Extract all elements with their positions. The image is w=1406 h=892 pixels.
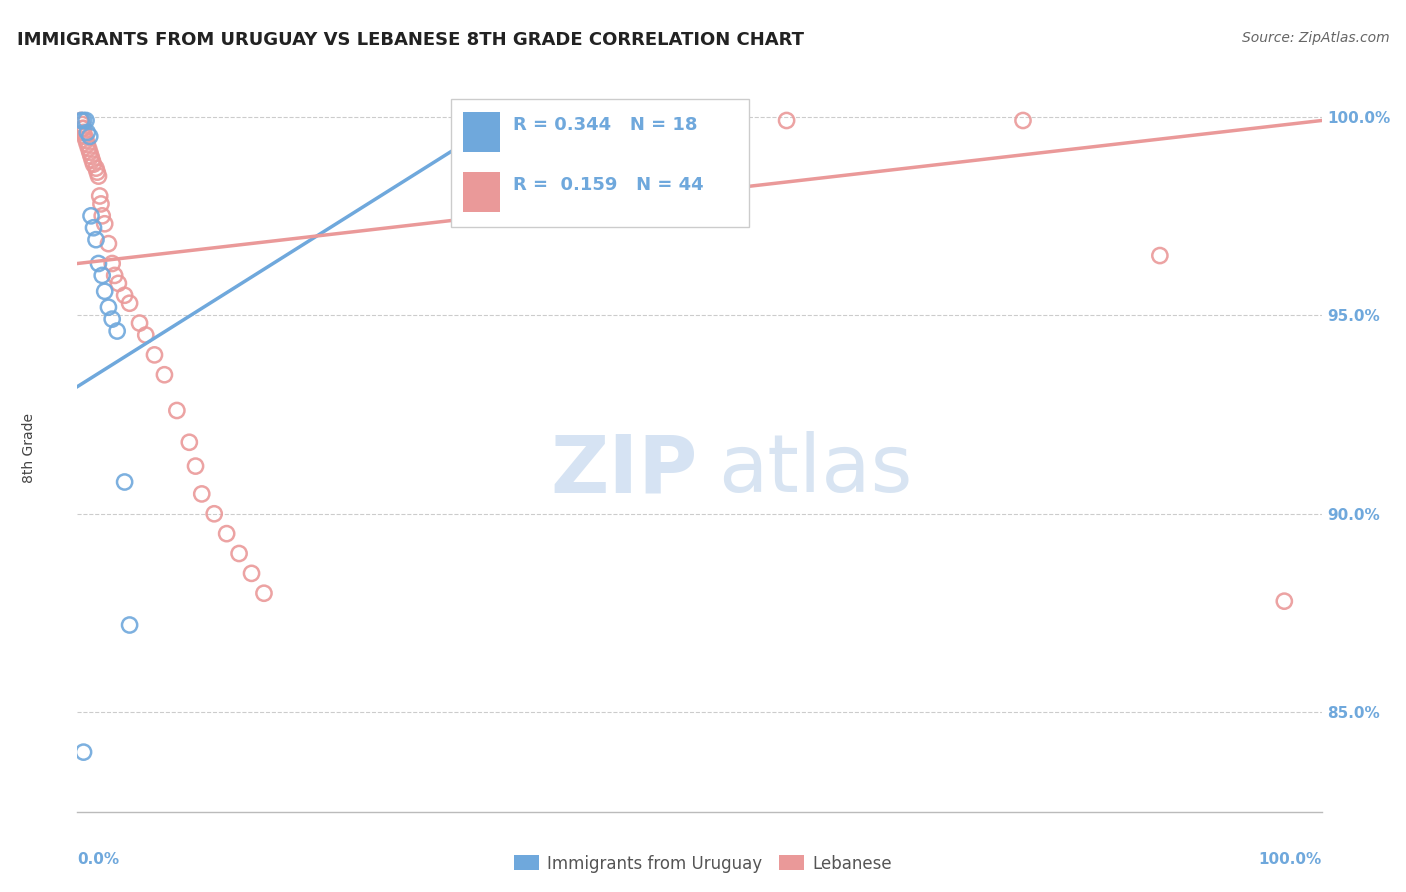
- Point: [489, 113, 512, 128]
- Point: [179, 435, 201, 450]
- FancyBboxPatch shape: [451, 99, 749, 227]
- Point: [87, 169, 110, 183]
- Point: [166, 403, 188, 417]
- Point: [80, 209, 103, 223]
- Point: [72, 118, 94, 132]
- Point: [91, 268, 114, 283]
- Point: [86, 165, 108, 179]
- Text: R = 0.344   N = 18: R = 0.344 N = 18: [513, 116, 697, 134]
- Point: [72, 113, 94, 128]
- Point: [91, 209, 114, 223]
- Point: [79, 129, 101, 144]
- Point: [80, 149, 103, 163]
- Point: [104, 268, 127, 283]
- Point: [114, 288, 136, 302]
- Point: [97, 300, 120, 314]
- Point: [143, 348, 166, 362]
- Point: [1012, 113, 1035, 128]
- Text: 100.0%: 100.0%: [1258, 852, 1322, 867]
- Point: [101, 312, 124, 326]
- Point: [75, 113, 97, 128]
- Point: [72, 125, 94, 139]
- Text: 8th Grade: 8th Grade: [22, 413, 37, 483]
- Point: [107, 277, 129, 291]
- Point: [128, 316, 150, 330]
- Bar: [463, 112, 501, 152]
- Point: [538, 113, 561, 128]
- Point: [105, 324, 128, 338]
- Point: [97, 236, 120, 251]
- Point: [93, 285, 115, 299]
- Point: [70, 113, 93, 128]
- Text: atlas: atlas: [718, 431, 912, 509]
- Point: [118, 618, 141, 632]
- Point: [89, 189, 111, 203]
- Point: [76, 137, 98, 152]
- Point: [83, 157, 105, 171]
- Text: 0.0%: 0.0%: [77, 852, 120, 867]
- Point: [77, 141, 100, 155]
- Point: [202, 507, 225, 521]
- Text: ZIP: ZIP: [550, 431, 697, 509]
- Point: [84, 233, 107, 247]
- Point: [228, 547, 250, 561]
- Point: [215, 526, 238, 541]
- Point: [153, 368, 176, 382]
- Text: R =  0.159   N = 44: R = 0.159 N = 44: [513, 176, 703, 194]
- Point: [70, 113, 93, 128]
- Point: [1272, 594, 1295, 608]
- Bar: [463, 172, 501, 212]
- Point: [76, 125, 98, 139]
- Point: [101, 256, 124, 270]
- Point: [775, 113, 797, 128]
- Point: [90, 197, 112, 211]
- Point: [118, 296, 141, 310]
- Point: [75, 133, 97, 147]
- Point: [191, 487, 214, 501]
- Point: [1149, 249, 1171, 263]
- Point: [72, 121, 94, 136]
- Point: [135, 328, 157, 343]
- Text: Source: ZipAtlas.com: Source: ZipAtlas.com: [1241, 31, 1389, 45]
- Point: [93, 217, 115, 231]
- Point: [83, 220, 105, 235]
- Legend: Immigrants from Uruguay, Lebanese: Immigrants from Uruguay, Lebanese: [508, 848, 898, 880]
- Point: [87, 256, 110, 270]
- Point: [184, 459, 207, 474]
- Point: [72, 745, 94, 759]
- Text: IMMIGRANTS FROM URUGUAY VS LEBANESE 8TH GRADE CORRELATION CHART: IMMIGRANTS FROM URUGUAY VS LEBANESE 8TH …: [17, 31, 804, 49]
- Point: [240, 566, 263, 581]
- Point: [72, 121, 94, 136]
- Point: [84, 161, 107, 176]
- Point: [73, 129, 96, 144]
- Point: [79, 145, 101, 160]
- Point: [253, 586, 276, 600]
- Point: [114, 475, 136, 489]
- Point: [82, 153, 104, 168]
